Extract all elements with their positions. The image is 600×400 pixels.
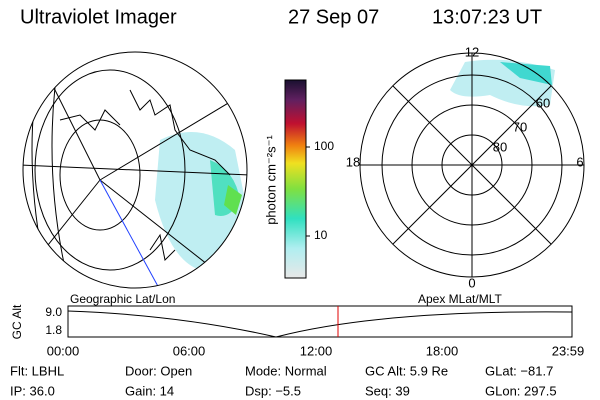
mlt-label: 6: [576, 154, 583, 169]
date: 27 Sep 07: [288, 6, 379, 28]
x-label: 06:00: [173, 343, 206, 358]
status-field: Seq: 39: [365, 383, 410, 398]
mlat-label: 80: [493, 139, 507, 154]
status-field: GLon: 297.5: [485, 383, 557, 398]
timeline-title: Apex MLat/MLT: [418, 292, 502, 306]
status-field: Door: Open: [125, 363, 192, 378]
map-border: [22, 51, 248, 289]
status-field: IP: 36.0: [10, 383, 55, 398]
status-field: Dsp: −5.5: [245, 383, 301, 398]
x-label: 23:59: [552, 343, 585, 358]
timeline-title: Geographic Lat/Lon: [70, 292, 175, 306]
colorbar-label: photon cm⁻²s⁻¹: [263, 135, 278, 225]
status-field: Gain: 14: [125, 383, 174, 398]
colorbar-tick: 10: [314, 228, 328, 242]
x-label: 00:00: [47, 343, 80, 358]
mlt-label: 18: [346, 154, 360, 169]
y-label: 9.0: [45, 305, 62, 319]
status-field: GC Alt: 5.9 Re: [365, 363, 448, 378]
mlat-label: 60: [536, 95, 550, 110]
altitude-curve: [67, 310, 573, 338]
colorbar: [284, 79, 307, 279]
x-label: 18:00: [426, 343, 459, 358]
colorbar-tick: 100: [314, 139, 334, 153]
polar-plot: [359, 52, 585, 278]
timeline-box: [67, 305, 573, 338]
time: 13:07:23 UT: [432, 6, 542, 28]
mlat-label: 70: [513, 119, 527, 134]
status-field: Flt: LBHL: [10, 363, 64, 378]
title: Ultraviolet Imager: [20, 6, 177, 28]
mlt-label: 12: [465, 44, 479, 59]
y-axis-label: GC Alt: [10, 304, 24, 339]
status-field: Mode: Normal: [245, 363, 327, 378]
x-label: 12:00: [300, 343, 333, 358]
y-label: 1.8: [45, 323, 62, 337]
status-field: GLat: −81.7: [485, 363, 553, 378]
mlt-label: 0: [468, 275, 475, 290]
